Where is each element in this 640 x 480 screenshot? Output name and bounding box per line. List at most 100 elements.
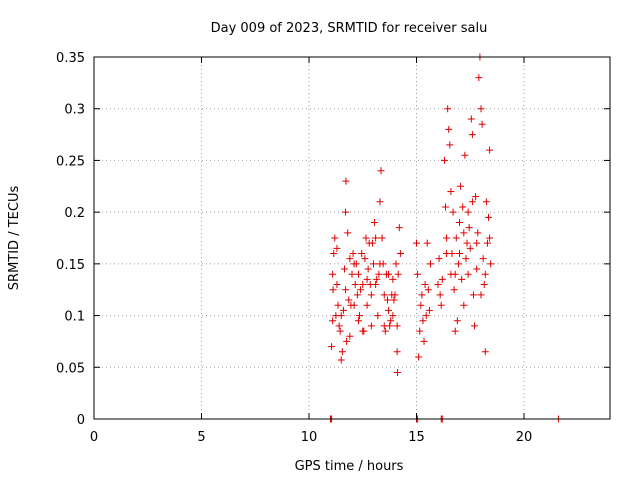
data-point <box>436 291 444 299</box>
data-point <box>424 286 432 294</box>
data-point <box>376 198 384 206</box>
y-tick-label: 0.05 <box>56 361 85 376</box>
data-point <box>464 270 472 278</box>
data-point <box>363 301 371 309</box>
data-point <box>348 270 356 278</box>
data-point <box>339 306 347 314</box>
data-point <box>354 317 362 325</box>
data-point <box>466 244 474 252</box>
data-point <box>380 291 388 299</box>
data-point <box>337 356 345 364</box>
data-point <box>394 270 402 278</box>
data-point <box>393 348 401 356</box>
data-point <box>331 234 339 242</box>
data-point <box>487 260 495 268</box>
data-point <box>460 301 468 309</box>
data-point <box>396 250 404 258</box>
data-point <box>361 255 369 263</box>
data-point <box>483 239 491 247</box>
data-point <box>336 327 344 335</box>
data-point <box>335 322 343 330</box>
data-point <box>468 131 476 139</box>
data-point <box>438 275 446 283</box>
data-point <box>349 250 357 258</box>
y-tick-label: 0.1 <box>64 310 85 325</box>
data-point <box>389 312 397 320</box>
data-point <box>367 291 375 299</box>
x-tick-label: 10 <box>301 430 318 445</box>
data-point <box>477 291 485 299</box>
data-point <box>330 250 338 258</box>
data-point <box>421 281 429 289</box>
data-point <box>377 167 385 175</box>
data-point <box>415 353 423 361</box>
data-point <box>420 337 428 345</box>
y-tick-label: 0.2 <box>64 206 85 221</box>
data-point <box>471 322 479 330</box>
data-point <box>374 312 382 320</box>
y-tick-label: 0.25 <box>56 154 85 169</box>
data-point <box>368 239 376 247</box>
data-points <box>327 53 562 423</box>
data-point <box>469 291 477 299</box>
x-tick-label: 5 <box>197 430 205 445</box>
data-point <box>423 239 431 247</box>
data-point <box>447 187 455 195</box>
data-point <box>329 270 337 278</box>
data-point <box>451 270 459 278</box>
data-point <box>460 229 468 237</box>
data-point <box>479 255 487 263</box>
data-point <box>376 260 384 268</box>
data-point <box>450 286 458 294</box>
y-tick-label: 0.3 <box>64 103 85 118</box>
data-point <box>342 286 350 294</box>
data-point <box>459 203 467 211</box>
data-point <box>485 213 493 221</box>
data-point <box>443 250 451 258</box>
data-point <box>380 322 388 330</box>
data-point <box>378 234 386 242</box>
data-point <box>467 115 475 123</box>
x-tick-label: 20 <box>516 430 533 445</box>
data-point <box>342 208 350 216</box>
data-point <box>456 250 463 258</box>
data-point <box>329 286 337 294</box>
y-axis-ticks: 0 0.05 0.1 0.15 0.2 0.25 0.3 0.35 <box>56 51 610 428</box>
data-point <box>363 275 371 283</box>
data-point <box>334 301 342 309</box>
data-point <box>375 270 383 278</box>
data-point <box>351 281 359 289</box>
x-axis-label: GPS time / hours <box>295 459 404 474</box>
data-point <box>352 260 360 268</box>
data-point <box>440 156 448 164</box>
data-point <box>461 151 469 159</box>
y-tick-label: 0 <box>77 413 85 428</box>
data-point <box>486 146 494 154</box>
data-point <box>462 255 470 263</box>
data-point <box>393 322 401 330</box>
x-tick-label: 0 <box>90 430 98 445</box>
data-point <box>475 74 483 82</box>
data-point <box>364 265 372 273</box>
x-axis-ticks: 0 5 10 15 20 <box>90 57 532 445</box>
data-point <box>367 322 375 330</box>
data-point <box>354 270 362 278</box>
data-point <box>362 234 370 242</box>
data-point <box>395 224 403 232</box>
data-point <box>435 255 443 263</box>
data-point <box>342 177 350 185</box>
x-tick-label: 15 <box>408 430 425 445</box>
data-point <box>328 343 336 351</box>
data-point <box>446 141 454 149</box>
data-point <box>419 317 427 325</box>
data-point <box>370 260 377 268</box>
data-point <box>434 281 442 289</box>
data-point <box>437 301 445 309</box>
data-point <box>416 327 424 335</box>
data-point <box>442 203 450 211</box>
data-point <box>486 234 494 242</box>
data-point <box>385 306 393 314</box>
data-point <box>472 193 480 201</box>
plot-frame <box>93 56 611 420</box>
